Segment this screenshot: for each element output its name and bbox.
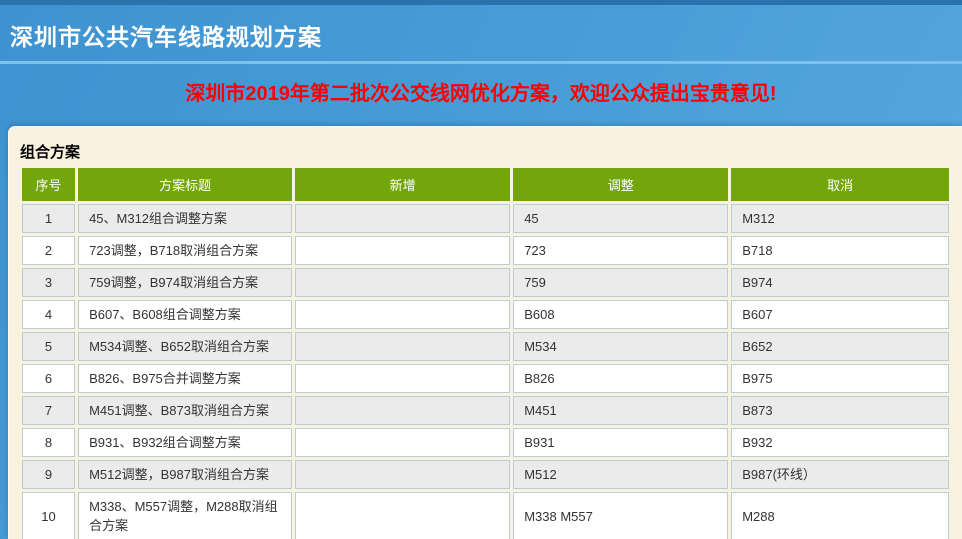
content-card: 组合方案 序号 方案标题 新增 调整 取消 1 45、M312组合调整方案 45 M312 2 7…	[8, 126, 962, 539]
cell-title: M534调整、B652取消组合方案	[78, 332, 293, 361]
cell-adjust: M338 M557	[513, 492, 729, 539]
table-row: 2 723调整，B718取消组合方案 723 B718	[22, 236, 949, 265]
cell-no: 5	[22, 332, 76, 361]
table-row: 7 M451调整、B873取消组合方案 M451 B873	[22, 396, 949, 425]
table-row: 5 M534调整、B652取消组合方案 M534 B652	[22, 332, 949, 361]
header-cell: 取消	[731, 168, 949, 201]
header-cell: 方案标题	[78, 168, 293, 201]
cell-adjust: M512	[513, 460, 729, 489]
cell-no: 4	[22, 300, 76, 329]
cell-add	[295, 268, 511, 297]
table-row: 4 B607、B608组合调整方案 B608 B607	[22, 300, 949, 329]
cell-title: 45、M312组合调整方案	[78, 204, 293, 233]
cell-title: M451调整、B873取消组合方案	[78, 396, 293, 425]
cell-add	[295, 204, 511, 233]
header-separator	[0, 61, 962, 64]
cell-adjust: 759	[513, 268, 729, 297]
section-title: 组合方案	[20, 144, 81, 161]
cell-no: 6	[22, 364, 76, 393]
cell-cancel: B987(环线）	[731, 460, 949, 489]
cell-adjust: M451	[513, 396, 729, 425]
table-row: 6 B826、B975合并调整方案 B826 B975	[22, 364, 949, 393]
cell-adjust: B931	[513, 428, 729, 457]
schemes-table: 序号 方案标题 新增 调整 取消 1 45、M312组合调整方案 45 M312 2 723调整，…	[19, 165, 952, 539]
cell-add	[295, 396, 511, 425]
table-row: 3 759调整，B974取消组合方案 759 B974	[22, 268, 949, 297]
cell-add	[295, 300, 511, 329]
cell-cancel: B932	[731, 428, 949, 457]
cell-no: 7	[22, 396, 76, 425]
cell-title: M338、M557调整，M288取消组合方案	[78, 492, 293, 539]
top-strip	[0, 0, 962, 5]
cell-add	[295, 332, 511, 361]
table-row: 8 B931、B932组合调整方案 B931 B932	[22, 428, 949, 457]
cell-adjust: B608	[513, 300, 729, 329]
cell-cancel: B607	[731, 300, 949, 329]
notice-banner: 深圳市2019年第二批次公交线网优化方案，欢迎公众提出宝贵意见!	[0, 64, 962, 126]
cell-no: 2	[22, 236, 76, 265]
table-header-row: 序号 方案标题 新增 调整 取消	[22, 168, 949, 201]
table-row: 10 M338、M557调整，M288取消组合方案 M338 M557 M288	[22, 492, 949, 539]
cell-no: 3	[22, 268, 76, 297]
cell-cancel: B652	[731, 332, 949, 361]
notice-text: 深圳市2019年第二批次公交线网优化方案，欢迎公众提出宝贵意见!	[185, 83, 777, 105]
page-title: 深圳市公共汽车线路规划方案	[10, 24, 322, 50]
cell-title: B931、B932组合调整方案	[78, 428, 293, 457]
cell-cancel: M312	[731, 204, 949, 233]
cell-title: B826、B975合并调整方案	[78, 364, 293, 393]
cell-adjust: 45	[513, 204, 729, 233]
cell-title: 759调整，B974取消组合方案	[78, 268, 293, 297]
cell-no: 10	[22, 492, 76, 539]
cell-adjust: B826	[513, 364, 729, 393]
header-cell: 新增	[295, 168, 511, 201]
page-header: 深圳市公共汽车线路规划方案	[0, 5, 962, 61]
table-row: 1 45、M312组合调整方案 45 M312	[22, 204, 949, 233]
cell-no: 8	[22, 428, 76, 457]
cell-no: 1	[22, 204, 76, 233]
cell-cancel: B873	[731, 396, 949, 425]
cell-add	[295, 236, 511, 265]
cell-adjust: 723	[513, 236, 729, 265]
cell-cancel: B975	[731, 364, 949, 393]
cell-title: B607、B608组合调整方案	[78, 300, 293, 329]
cell-cancel: B718	[731, 236, 949, 265]
header-cell: 调整	[513, 168, 729, 201]
cell-add	[295, 364, 511, 393]
table-body: 1 45、M312组合调整方案 45 M312 2 723调整，B718取消组合方案 723…	[22, 204, 949, 539]
cell-add	[295, 428, 511, 457]
cell-cancel: M288	[731, 492, 949, 539]
table-row: 9 M512调整，B987取消组合方案 M512 B987(环线）	[22, 460, 949, 489]
cell-add	[295, 460, 511, 489]
cell-add	[295, 492, 511, 539]
cell-cancel: B974	[731, 268, 949, 297]
cell-title: 723调整，B718取消组合方案	[78, 236, 293, 265]
cell-adjust: M534	[513, 332, 729, 361]
cell-no: 9	[22, 460, 76, 489]
cell-title: M512调整，B987取消组合方案	[78, 460, 293, 489]
header-cell: 序号	[22, 168, 76, 201]
